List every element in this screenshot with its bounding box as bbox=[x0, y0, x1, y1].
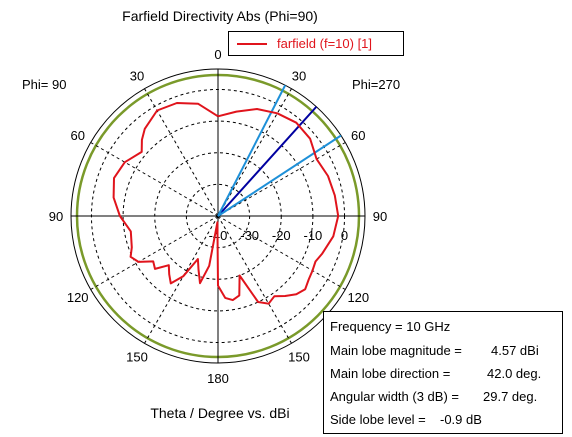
radial-spoke bbox=[217, 215, 346, 290]
radial-tick-label: -10 bbox=[304, 228, 323, 243]
angle-tick-label: 180 bbox=[207, 371, 229, 386]
legend-entry-label: farfield (f=10) [1] bbox=[277, 36, 373, 51]
angle-tick-label: 0 bbox=[214, 47, 221, 62]
info-label: Frequency = 10 GHz bbox=[330, 319, 451, 334]
phi-right-label: Phi=270 bbox=[352, 77, 401, 92]
info-value: 4.57 dBi bbox=[491, 343, 539, 358]
angle-tick-label: 90 bbox=[373, 209, 387, 224]
info-label: Angular width (3 dB) = bbox=[330, 389, 459, 404]
radial-spoke bbox=[217, 142, 346, 217]
main-lobe-line bbox=[217, 84, 287, 217]
info-value: -0.9 dB bbox=[440, 412, 482, 427]
info-value: 29.7 deg. bbox=[483, 389, 538, 404]
series-line-farfield bbox=[112, 102, 340, 305]
angle-tick-label: 30 bbox=[130, 69, 144, 84]
angle-tick-label: 150 bbox=[288, 349, 310, 364]
angle-tick-label: 60 bbox=[70, 128, 84, 143]
pattern-series bbox=[112, 102, 340, 305]
radial-spoke bbox=[217, 215, 292, 344]
angle-tick-label: 120 bbox=[347, 290, 369, 305]
angle-tick-label: 30 bbox=[292, 69, 306, 84]
main-lobe-line bbox=[217, 134, 342, 217]
angle-tick-labels: 0 30 60 90 120 150 180 150 120 90 60 30 bbox=[49, 47, 387, 386]
polar-grid bbox=[70, 68, 366, 364]
radial-tick-label: -20 bbox=[272, 228, 291, 243]
legend-swatch bbox=[237, 43, 267, 45]
radial-tick-labels: -40 -30 -20 -10 0 bbox=[209, 228, 349, 243]
angle-tick-label: 60 bbox=[351, 128, 365, 143]
info-value: 42.0 deg. bbox=[487, 366, 542, 381]
main-lobe-line bbox=[217, 106, 318, 217]
info-label: Side lobe level = bbox=[330, 412, 426, 427]
x-axis-label: Theta / Degree vs. dBi bbox=[150, 405, 290, 421]
chart-title: Farfield Directivity Abs (Phi=90) bbox=[122, 8, 318, 24]
info-label: Main lobe magnitude = bbox=[330, 343, 462, 358]
radial-spoke bbox=[144, 88, 219, 217]
radial-spoke bbox=[217, 88, 292, 217]
legend: farfield (f=10) [1] bbox=[228, 31, 404, 56]
info-label: Main lobe direction = bbox=[330, 366, 451, 381]
phi-left-label: Phi= 90 bbox=[22, 77, 67, 92]
angle-tick-label: 120 bbox=[67, 290, 89, 305]
angle-tick-label: 150 bbox=[126, 349, 148, 364]
radial-spoke bbox=[144, 215, 219, 344]
radial-tick-label: -30 bbox=[240, 228, 259, 243]
main-lobe-lines bbox=[217, 84, 342, 217]
lobe-info-box: Frequency = 10 GHz Main lobe magnitude =… bbox=[323, 311, 563, 434]
radial-spoke bbox=[90, 215, 219, 290]
radial-spoke bbox=[90, 142, 219, 217]
angle-tick-label: 90 bbox=[49, 209, 63, 224]
radial-tick-label: 0 bbox=[341, 228, 348, 243]
